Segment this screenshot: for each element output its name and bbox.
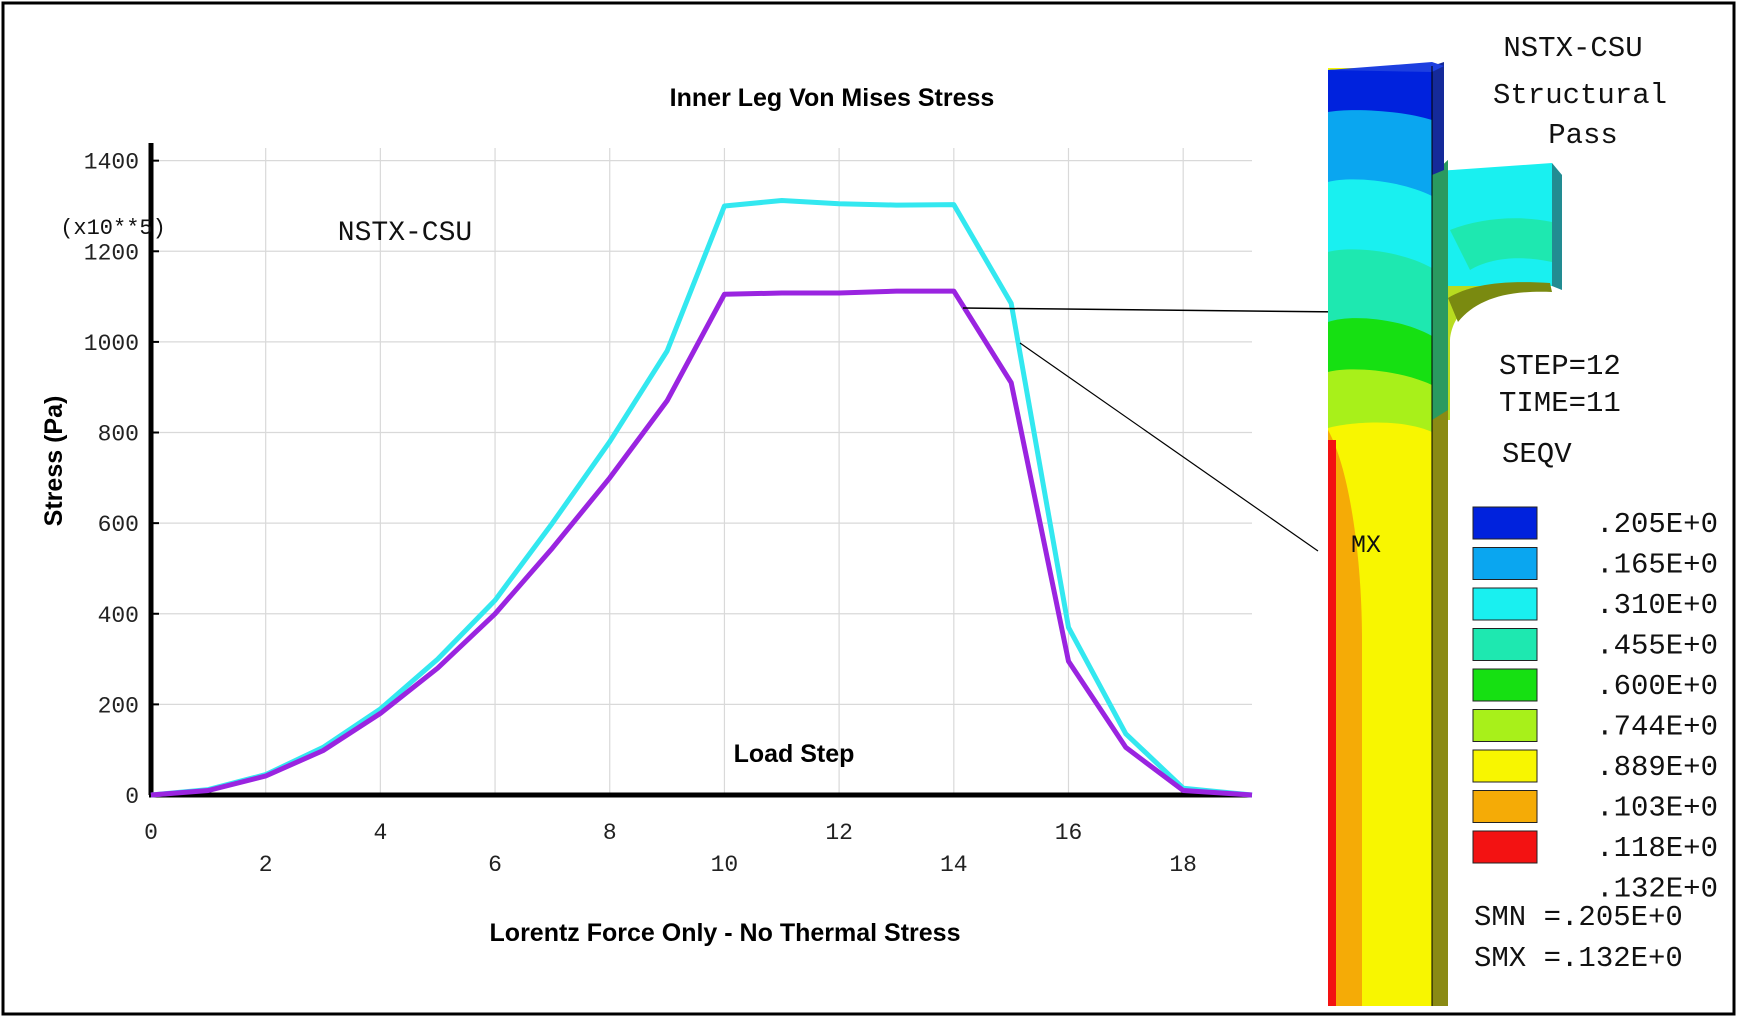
contour-title-line3: Pass: [1548, 119, 1618, 152]
leader-line-lower: [1019, 342, 1319, 552]
flag-side-face: [1552, 163, 1562, 290]
y-multiplier-label: (x10**5): [60, 216, 166, 241]
inner-leg-model: [1328, 62, 1562, 1006]
chart-annotation: NSTX-CSU: [338, 218, 472, 249]
legend-swatch: [1472, 587, 1538, 621]
y-tick-label: 400: [98, 603, 139, 629]
legend-label: .455E+0: [1596, 630, 1718, 663]
legend-label: .165E+0: [1596, 549, 1718, 582]
x-tick-label: 2: [259, 852, 273, 878]
x-tick-label: 4: [373, 820, 387, 846]
x-tick-label: 14: [940, 852, 968, 878]
y-tick-label: 1200: [84, 240, 139, 266]
x-tick-labels: 0 4 8 12 16 2 6 10 14 18: [144, 820, 1197, 878]
contour-title-line2: Structural: [1493, 79, 1667, 112]
x-tick-label: 0: [144, 820, 158, 846]
chart-series: [150, 198, 1253, 798]
series-line-2: [150, 288, 1253, 798]
legend-swatch: [1472, 709, 1538, 742]
x-tick-label: 6: [488, 852, 502, 878]
legend-label: .205E+0: [1596, 508, 1718, 541]
series-line-1: [150, 198, 1253, 798]
x-tick-label: 16: [1055, 820, 1083, 846]
x-tick-label: 10: [711, 852, 739, 878]
legend-swatch: [1472, 628, 1538, 661]
y-tick-label: 800: [98, 422, 139, 448]
chart-title: Inner Leg Von Mises Stress: [670, 84, 995, 112]
max-marker: MX: [1351, 531, 1381, 560]
contour-legend: .205E+0 .165E+0 .310E+0 .455E+0 .600E+0 .744E…: [1472, 506, 1718, 906]
contour-title-line1: NSTX-CSU: [1503, 32, 1642, 65]
legend-swatch: [1472, 749, 1538, 783]
y-tick-labels: 0 200 400 600 800 1000 1200 1400: [84, 150, 159, 810]
legend-label: .103E+0: [1596, 792, 1718, 825]
legend-swatch: [1472, 668, 1538, 702]
y-tick-label: 600: [98, 512, 139, 538]
y-axis-label: Stress (Pa): [40, 396, 68, 527]
y-tick-label: 0: [125, 784, 139, 810]
contour-plot: MX NSTX-CSU Structural Pass STEP=12 TIME…: [1328, 32, 1718, 1006]
smx-readout: SMX =.132E+0: [1474, 942, 1683, 975]
legend-swatch: [1472, 547, 1538, 580]
smn-readout: SMN =.205E+0: [1474, 901, 1683, 934]
time-readout: TIME=11: [1499, 387, 1621, 420]
legend-label: .600E+0: [1596, 670, 1718, 703]
chart-subtitle: Lorentz Force Only - No Thermal Stress: [490, 919, 961, 947]
stress-line-chart: 0 200 400 600 800 1000 1200 1400 0 4 8 12 16 2 6 10 14 1…: [40, 84, 1443, 947]
legend-label: .132E+0: [1596, 873, 1718, 906]
legend-swatch: [1472, 506, 1538, 540]
x-tick-label: 12: [825, 820, 853, 846]
y-tick-label: 1000: [84, 331, 139, 357]
x-tick-label: 8: [603, 820, 617, 846]
legend-swatch: [1472, 790, 1538, 823]
step-readout: STEP=12: [1499, 350, 1621, 383]
legend-label: .118E+0: [1596, 832, 1718, 865]
legend-label: .889E+0: [1596, 751, 1718, 784]
y-tick-label: 1400: [84, 150, 139, 176]
x-axis-label: Load Step: [734, 740, 855, 768]
legend-swatch: [1472, 830, 1538, 864]
x-tick-label: 18: [1169, 852, 1197, 878]
quantity-readout: SEQV: [1502, 438, 1572, 471]
legend-label: .310E+0: [1596, 589, 1718, 622]
chart-grid: [151, 148, 1252, 795]
legend-label: .744E+0: [1596, 711, 1718, 744]
y-tick-label: 200: [98, 693, 139, 719]
